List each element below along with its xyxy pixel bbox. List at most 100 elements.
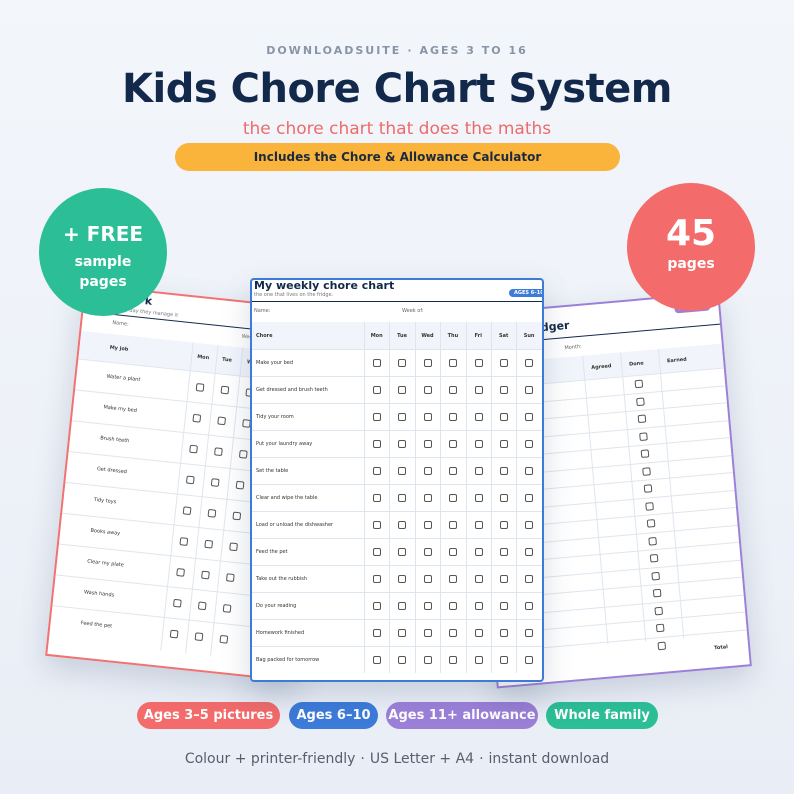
text-item: US Letter + A4 <box>369 751 475 767</box>
checkbox <box>398 359 407 367</box>
chore-label: Wash hands <box>83 589 115 599</box>
chore-label: Tidy your room <box>256 414 294 420</box>
rule <box>252 301 542 302</box>
row-line <box>252 565 542 566</box>
chore-label: Clear and wipe the table <box>256 495 318 501</box>
checkbox <box>238 449 248 459</box>
checkbox <box>423 629 432 637</box>
chore-label: Make your bed <box>256 360 294 366</box>
checkbox <box>500 602 508 610</box>
chore-label: Books away <box>90 527 121 537</box>
checkbox <box>500 575 508 583</box>
chore-label: Do your reading <box>256 603 297 609</box>
chore-label: Make my bed <box>103 404 138 414</box>
checkbox <box>179 537 189 546</box>
checkbox <box>474 359 483 367</box>
checkbox <box>207 508 217 518</box>
checkbox <box>655 623 665 633</box>
pill: Whole family <box>546 702 658 729</box>
checkbox <box>220 385 230 395</box>
checkbox <box>398 386 407 394</box>
chore-label: Bag packed for tomorrow <box>256 657 320 663</box>
checkbox <box>649 553 659 563</box>
checkbox <box>235 480 245 490</box>
column-header: Chore <box>256 333 273 339</box>
checkbox <box>642 466 651 476</box>
chore-label: Water a plant <box>106 373 141 384</box>
checkbox <box>525 413 534 421</box>
chore-label: Get dressed and brush teeth <box>256 387 328 393</box>
column-line <box>364 322 365 673</box>
header-row <box>252 322 542 349</box>
checkbox <box>525 521 534 529</box>
checkbox <box>449 386 458 394</box>
checkbox <box>398 494 407 502</box>
checkbox <box>474 575 483 583</box>
checkbox <box>652 588 662 598</box>
checkbox <box>525 548 534 556</box>
checkbox <box>474 413 483 421</box>
column-header: Wed <box>421 333 434 339</box>
chore-label: Brush teeth <box>99 435 130 445</box>
checkbox <box>654 606 664 615</box>
checkbox <box>500 629 508 637</box>
checkbox <box>373 656 381 664</box>
checkbox <box>500 440 508 448</box>
checkbox <box>474 467 483 475</box>
checkbox <box>373 467 381 475</box>
checkbox <box>525 602 534 610</box>
badge-text: pages <box>667 256 715 272</box>
sheet-center: My weekly chore chart the one that lives … <box>250 278 544 682</box>
separator: · <box>360 751 365 767</box>
checkbox <box>423 575 432 583</box>
column-header: Tue <box>221 356 233 364</box>
checkbox <box>449 629 458 637</box>
checkbox <box>500 413 508 421</box>
checkbox <box>474 656 483 664</box>
checkbox <box>500 467 508 475</box>
checkbox <box>646 519 656 528</box>
checkbox <box>645 501 654 511</box>
checkbox <box>449 575 458 583</box>
subtitle: the chore chart that does the maths <box>242 119 552 139</box>
checkbox <box>423 413 432 421</box>
brand-line: DOWNLOADSUITE · AGES 3 TO 16 <box>0 44 794 57</box>
checkbox <box>398 413 407 421</box>
chore-label: Feed the pet <box>256 549 288 555</box>
pill: Ages 3–5 pictures <box>137 702 280 729</box>
column-header: Sat <box>499 333 509 339</box>
column-header: Done <box>628 360 644 368</box>
checkbox <box>449 494 458 502</box>
column-line <box>465 322 467 673</box>
text-item: DOWNLOADSUITE <box>266 44 402 57</box>
text-item: AGES 3 TO 16 <box>419 44 528 57</box>
chore-label: Load or unload the dishwasher <box>256 522 334 528</box>
checkbox <box>474 548 483 556</box>
row-line <box>252 430 542 431</box>
free-badge: + FREE sample pages <box>39 188 167 316</box>
checkbox <box>373 440 381 448</box>
checkbox <box>176 568 185 577</box>
text-item: Colour + printer-friendly <box>184 751 356 767</box>
chore-label: Take out the rubbish <box>256 576 307 582</box>
banner: Includes the Chore & Allowance Calculato… <box>175 143 620 171</box>
checkbox <box>449 548 458 556</box>
checkbox <box>500 656 508 664</box>
row-line <box>252 592 542 593</box>
chore-label: Homework finished <box>256 630 305 636</box>
separator: · <box>479 751 484 767</box>
checkbox <box>373 629 381 637</box>
checkbox <box>232 511 242 521</box>
checkbox <box>449 440 458 448</box>
checkbox <box>229 542 238 552</box>
column-line <box>440 322 442 673</box>
separator: · <box>407 44 414 57</box>
checkbox <box>474 386 483 394</box>
checkbox <box>423 521 432 529</box>
checkbox <box>651 571 660 581</box>
chore-label: Set the table <box>256 468 289 474</box>
column-line <box>414 322 416 673</box>
row-line <box>252 511 542 512</box>
badge-text: + FREE <box>62 222 144 246</box>
checkbox <box>169 629 179 639</box>
